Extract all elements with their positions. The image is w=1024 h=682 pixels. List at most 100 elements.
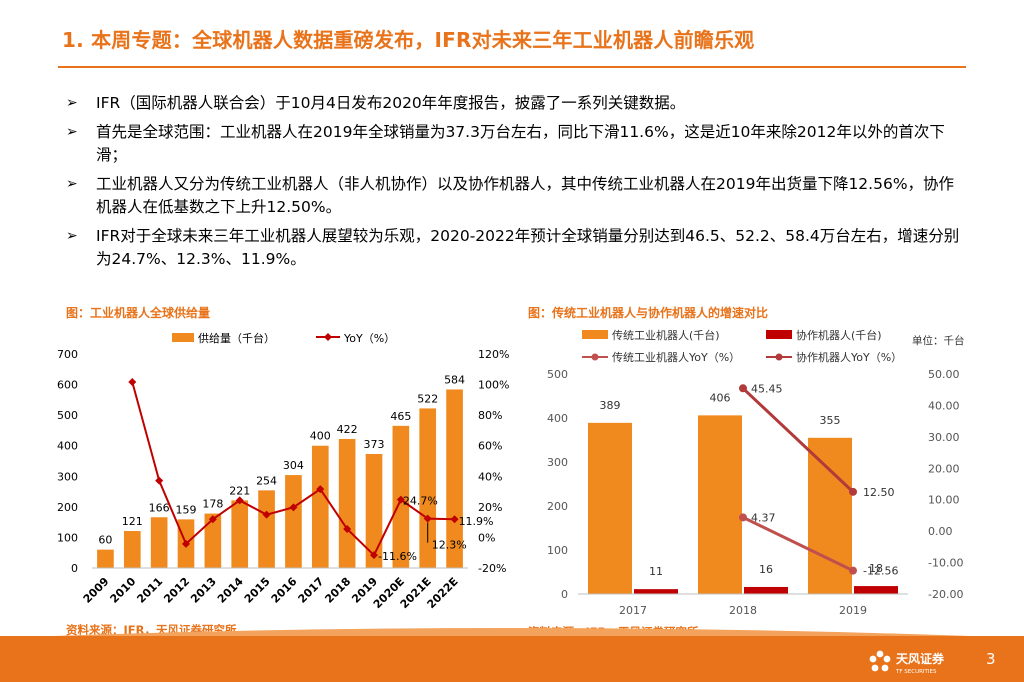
supply-bar [446, 389, 463, 568]
right-tick-label: 120% [478, 348, 509, 361]
left-tick-label: 200 [57, 501, 78, 514]
tianfeng-logo: 天风证券 TF SECURITIES [869, 650, 945, 675]
supply-bar [204, 513, 222, 568]
growth-comparison-chart: 传统工业机器人(千台) 协作机器人(千台) 传统工业机器人YoY（%） 协作机器人Yo… [547, 328, 965, 617]
yoy-marker [182, 539, 190, 548]
traditional-yoy-label: 4.37 [751, 511, 776, 524]
yoy-data-label: 12.3% [432, 539, 467, 552]
unit-label: 单位：千台 [912, 334, 965, 347]
yoy-data-label: -11.6% [378, 550, 417, 563]
supply-bar-label: 422 [337, 423, 358, 436]
left-tick-label: 400 [547, 412, 568, 425]
legend-label-traditional: 传统工业机器人(千台) [612, 328, 720, 342]
supply-bar-label: 304 [283, 459, 304, 472]
legend-label-yoy: YoY（%） [343, 332, 395, 345]
supply-bar [365, 453, 383, 568]
supply-bar [231, 500, 249, 568]
x-tick-label: 2013 [188, 575, 219, 606]
bullet-text: IFR（国际机器人联合会）于10月4日发布2020年年度报告，披露了一系列关键数… [96, 94, 686, 112]
brand-name: 天风证券 [896, 651, 945, 666]
footer-band [0, 636, 1024, 682]
supply-bar [150, 517, 168, 568]
x-tick-label: 2011 [134, 575, 165, 606]
supply-bar [123, 531, 141, 568]
collaborative-yoy-marker [849, 487, 857, 496]
chart1-title: 图：工业机器人全球供给量 [66, 306, 211, 320]
supply-bar-label: 522 [417, 392, 438, 405]
collaborative-bar [634, 589, 678, 594]
supply-bar-label: 465 [390, 410, 411, 423]
bullet-item: ➢ 工业机器人又分为传统工业机器人（非人机协作）以及协作机器人，其中传统工业机器人… [66, 173, 966, 219]
collaborative-yoy-label: 12.50 [863, 486, 895, 499]
legend-label-collaborative-yoy: 协作机器人YoY（%） [796, 350, 902, 364]
x-tick-label: 2012 [161, 575, 192, 606]
x-tick-label: 2017 [296, 575, 327, 606]
yoy-marker [128, 377, 137, 386]
bullet-item: ➢ IFR对于全球未来三年工业机器人展望较为乐观，2020-2022年预计全球销量… [66, 225, 966, 271]
bullet-list: ➢ IFR（国际机器人联合会）于10月4日发布2020年年度报告，披露了一系列关键… [66, 92, 966, 277]
supply-bar [338, 438, 356, 568]
supply-bar-label: 178 [202, 498, 223, 511]
x-tick-label: 2019 [839, 604, 867, 617]
collaborative-bar [854, 586, 898, 594]
right-tick-label: 0% [478, 531, 495, 544]
right-tick-label: 0.00 [928, 525, 953, 538]
right-tick-label: 20% [478, 501, 502, 514]
bullet-text: 工业机器人又分为传统工业机器人（非人机协作）以及协作机器人，其中传统工业机器人在… [96, 175, 955, 216]
bullet-item: ➢ IFR（国际机器人联合会）于10月4日发布2020年年度报告，披露了一系列关键… [66, 92, 966, 115]
collaborative-yoy-label: 45.45 [751, 382, 783, 395]
right-tick-label: -10.00 [928, 557, 963, 570]
page-number: 3 [986, 650, 996, 668]
left-tick-label: 700 [57, 348, 78, 361]
bullet-text: 首先是全球范围：工业机器人在2019年全球销量为37.3万台左右，同比下滑11.… [96, 123, 945, 164]
yoy-marker [316, 485, 325, 494]
chart2-title: 图：传统工业机器人与协作机器人的增速对比 [528, 306, 769, 320]
traditional-yoy-label: -12.56 [863, 565, 898, 578]
left-tick-label: 500 [57, 409, 78, 422]
x-tick-label: 2016 [269, 575, 300, 606]
yoy-marker [423, 514, 432, 523]
right-tick-label: 50.00 [928, 368, 960, 381]
right-tick-label: 40.00 [928, 399, 960, 412]
yoy-marker [370, 551, 378, 560]
traditional-bar [588, 422, 632, 594]
collaborative-yoy-line [741, 387, 855, 493]
bullet-text: IFR对于全球未来三年工业机器人展望较为乐观，2020-2022年预计全球销量分… [96, 227, 960, 268]
yoy-marker [235, 496, 244, 505]
collaborative-bar [744, 586, 788, 594]
collaborative-bar-label: 18 [869, 562, 883, 575]
right-tick-label: 20.00 [928, 462, 960, 475]
arrow-bullet-icon: ➢ [66, 228, 78, 244]
left-tick-label: 200 [547, 500, 568, 513]
bullet-item: ➢ 首先是全球范围：工业机器人在2019年全球销量为37.3万台左右，同比下滑11… [66, 121, 966, 167]
right-tick-label: 60% [478, 440, 502, 453]
traditional-yoy-marker [739, 513, 747, 522]
x-tick-label: 2010 [108, 575, 139, 606]
legend-marker-collaborative-yoy [775, 353, 783, 361]
legend-label-supply: 供给量（千台） [198, 331, 275, 345]
traditional-bar-label: 389 [600, 399, 621, 412]
collaborative-yoy-marker [739, 384, 747, 393]
brand-name-en: TF SECURITIES [895, 669, 937, 675]
right-tick-label: 10.00 [928, 494, 960, 507]
traditional-bar-label: 355 [820, 414, 841, 427]
x-tick-label: 2014 [215, 575, 246, 606]
left-tick-label: 300 [547, 456, 568, 469]
legend-swatch-collaborative [766, 330, 792, 339]
legend-label-collaborative: 协作机器人(千台) [796, 328, 882, 342]
supply-chart: 供给量（千台） YoY（%） 0 100 200 300 400 500 600 700 -20% 0… [57, 331, 509, 611]
right-tick-label: -20.00 [928, 588, 963, 601]
yoy-marker [155, 476, 164, 485]
legend-marker-yoy [324, 333, 332, 341]
traditional-bar-label: 406 [710, 391, 731, 404]
arrow-bullet-icon: ➢ [66, 124, 78, 140]
x-tick-label: 2009 [81, 575, 112, 606]
yoy-data-label: 24.7% [403, 495, 438, 508]
left-tick-label: 500 [547, 368, 568, 381]
title-divider [58, 66, 966, 68]
x-tick-label: 2018 [322, 575, 353, 606]
supply-bar [419, 408, 437, 568]
yoy-marker [289, 503, 298, 512]
left-tick-label: 100 [57, 531, 78, 544]
right-tick-label: -20% [478, 562, 506, 575]
